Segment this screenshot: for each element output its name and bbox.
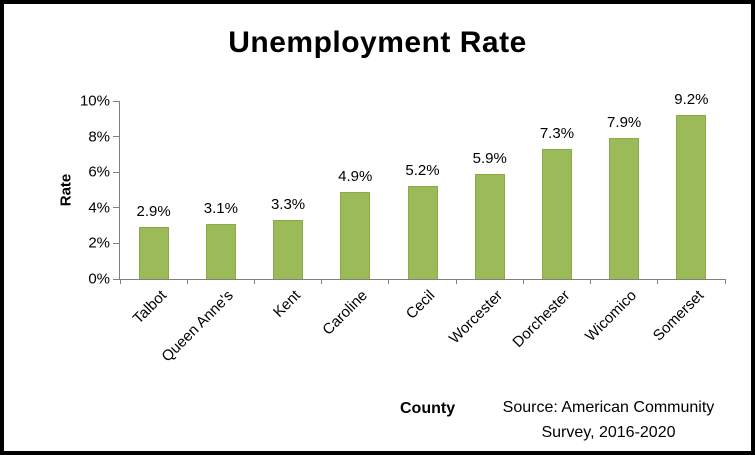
bar-value-label: 5.2% xyxy=(405,162,440,180)
x-axis-title: County xyxy=(400,400,456,417)
x-tick-mark xyxy=(657,279,659,284)
bar xyxy=(138,227,169,279)
y-tick-mark xyxy=(113,278,120,280)
x-axis-tick-label: Dorchester xyxy=(509,287,573,351)
x-tick-mark xyxy=(590,279,592,284)
y-tick-mark xyxy=(113,242,120,244)
x-tick-mark xyxy=(321,279,323,284)
x-tick-mark xyxy=(388,279,390,284)
y-axis-tick-label: 0% xyxy=(88,270,110,288)
x-tick-mark xyxy=(253,279,255,284)
bar xyxy=(609,138,640,279)
bar xyxy=(676,115,707,279)
y-axis-tick-label: 8% xyxy=(88,128,110,146)
bar-value-label: 3.3% xyxy=(270,196,306,214)
y-axis-title: Rate xyxy=(57,173,75,207)
bar xyxy=(474,173,505,279)
x-tick-mark xyxy=(455,279,457,284)
bar xyxy=(205,223,236,279)
x-axis-tick-label: Kent xyxy=(270,287,305,321)
y-tick-mark xyxy=(113,171,120,173)
x-tick-mark xyxy=(186,279,188,284)
y-axis-tick-label: 6% xyxy=(88,163,110,181)
bar-value-label: 2.9% xyxy=(136,203,171,221)
bar-value-label: 7.9% xyxy=(607,114,642,132)
x-tick-mark xyxy=(119,279,121,284)
x-axis-tick-label: Caroline xyxy=(319,287,372,339)
bar xyxy=(407,186,438,279)
bar-value-label: 7.3% xyxy=(539,125,575,143)
x-axis-tick-label: Wicomico xyxy=(582,287,641,345)
bar-value-label: 3.1% xyxy=(203,199,238,217)
bar xyxy=(273,220,304,279)
bar xyxy=(340,191,371,279)
y-tick-mark xyxy=(113,136,120,138)
y-axis-tick-label: 2% xyxy=(88,234,110,252)
chart-title: Unemployment Rate xyxy=(228,26,527,59)
x-axis-tick-label: Talbot xyxy=(129,287,170,328)
x-axis-tick-label: Cecil xyxy=(402,287,439,323)
x-axis-tick-label: Somerset xyxy=(649,287,708,345)
bar-value-label: 4.9% xyxy=(338,167,373,185)
y-tick-mark xyxy=(113,100,120,102)
y-axis-tick-label: 4% xyxy=(88,199,110,217)
x-axis-tick-label: Worcester xyxy=(445,287,506,348)
plot-area: 0% 2% 4% 6% 8% 10% 2.9% Talbot 3.1% Queen Anne's 3… xyxy=(80,91,726,365)
y-tick-mark xyxy=(113,207,120,209)
x-tick-mark xyxy=(522,279,524,284)
bar-value-label: 5.9% xyxy=(472,149,507,167)
y-axis-tick-label: 10% xyxy=(79,92,110,110)
bar xyxy=(541,149,572,279)
source-note: Source: American Community Survey, 2016-… xyxy=(502,399,715,441)
x-tick-mark xyxy=(724,279,726,284)
bar-value-label: 9.2% xyxy=(674,91,709,109)
